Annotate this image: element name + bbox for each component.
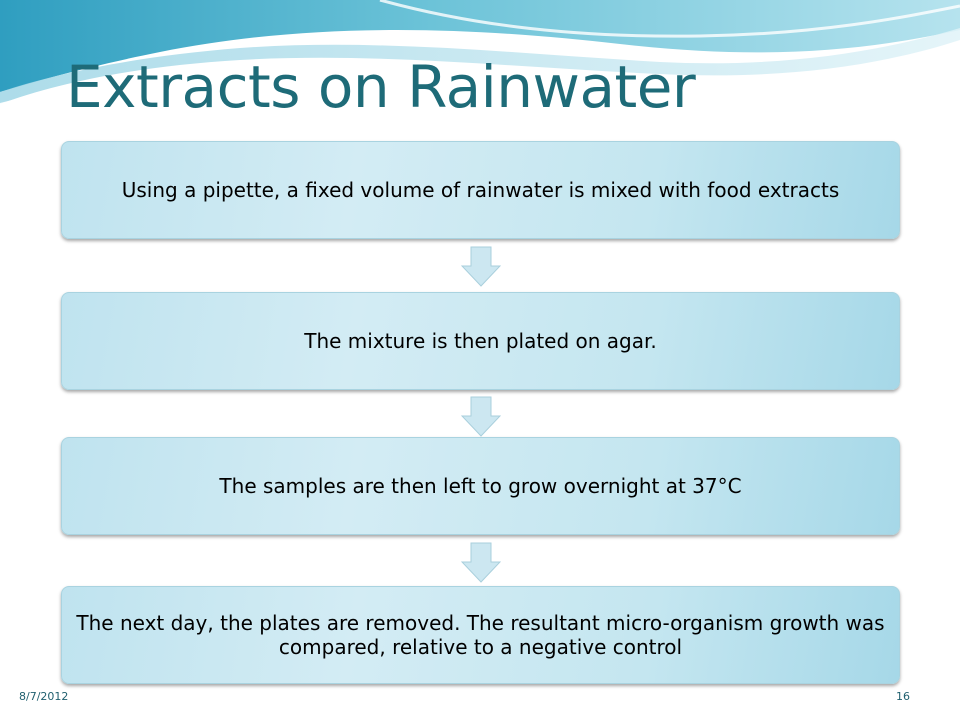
footer-date: 8/7/2012 — [19, 690, 69, 703]
process-step-1: Using a pipette, a fixed volume of rainw… — [61, 141, 900, 239]
process-step-3-text: The samples are then left to grow overni… — [219, 474, 742, 498]
process-step-2: The mixture is then plated on agar. — [61, 292, 900, 390]
process-step-4: The next day, the plates are removed. Th… — [61, 586, 900, 684]
process-step-3: The samples are then left to grow overni… — [61, 437, 900, 535]
process-step-4-text: The next day, the plates are removed. Th… — [76, 611, 885, 659]
process-step-1-text: Using a pipette, a fixed volume of rainw… — [121, 178, 840, 202]
down-arrow-icon — [461, 246, 501, 287]
process-step-2-text: The mixture is then plated on agar. — [304, 329, 657, 353]
down-arrow-icon — [461, 396, 501, 437]
down-arrow-icon — [461, 542, 501, 583]
header-wave-decoration — [0, 0, 960, 105]
slide-title: Extracts on Rainwater — [66, 53, 696, 121]
footer-page-number: 16 — [896, 690, 910, 703]
